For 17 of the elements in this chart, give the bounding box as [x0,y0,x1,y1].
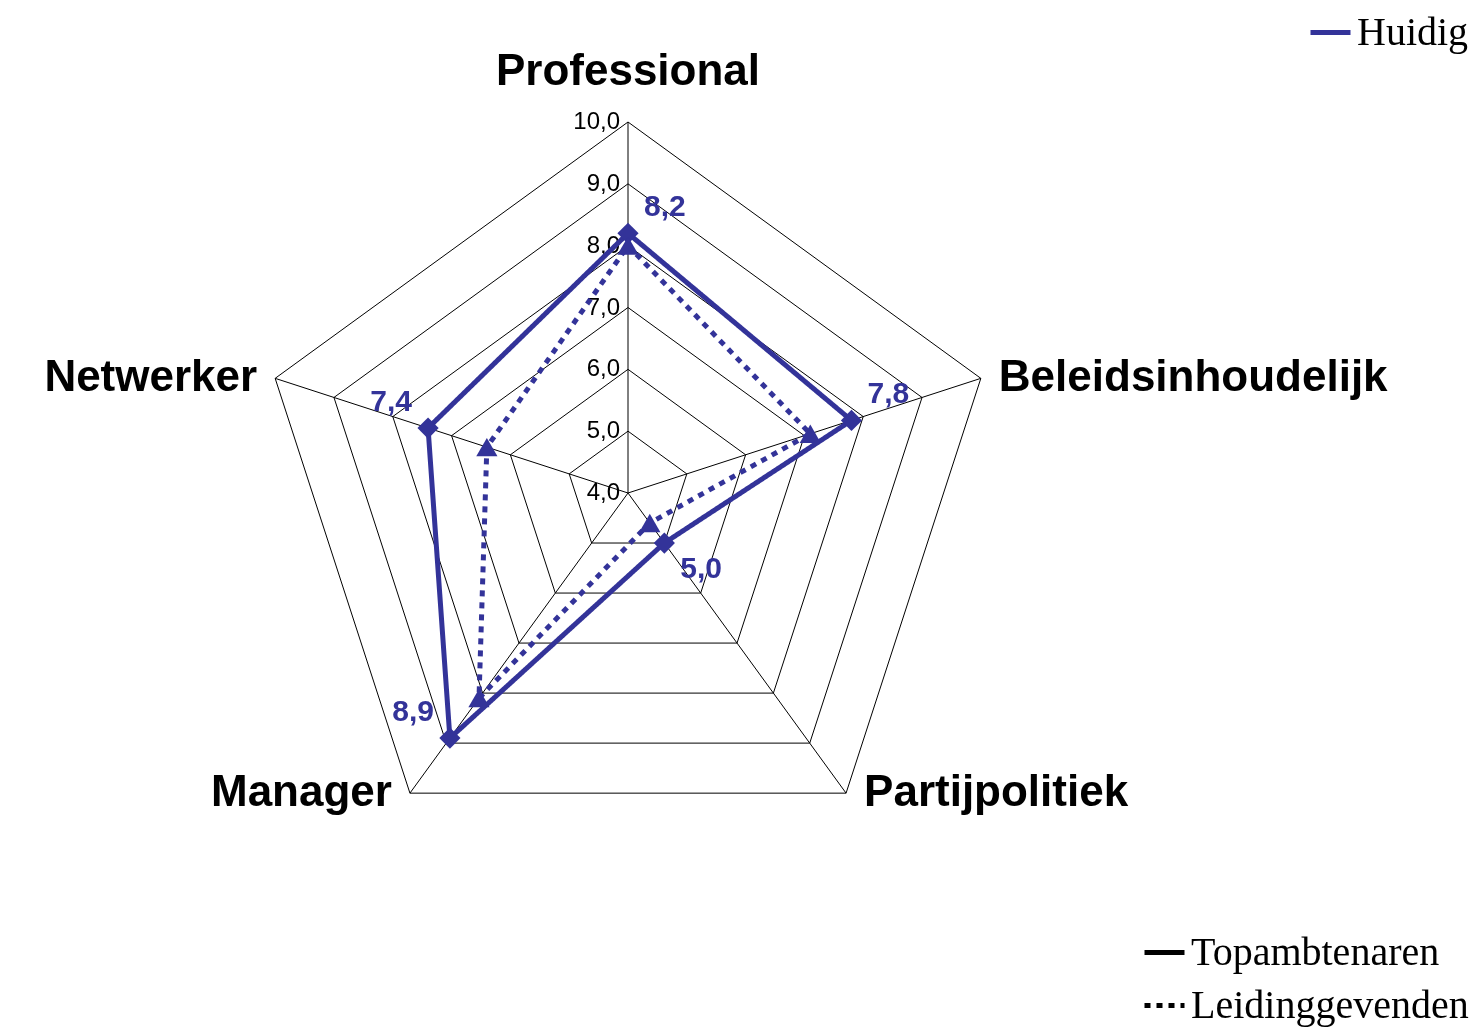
data-label: 7,4 [370,384,413,418]
text: Topambtenaren [1191,928,1440,974]
spoke-label: Netwerker [44,351,258,401]
legend-title: Huidig [1357,8,1469,54]
y-tick-label: 9,0 [586,168,620,196]
spoke-label: Partijpolitiek [864,766,1129,816]
spoke-label: Professional [495,45,761,94]
y-tick-label: 6,0 [586,354,620,382]
spoke-label: Beleidsinhoudelijk [998,351,1389,401]
y-tick-label: 4,0 [586,478,620,505]
y-tick-label: 10,0 [573,107,620,134]
y-tick-label: 7,0 [586,292,620,320]
data-label: 7,8 [867,376,910,410]
y-tick-label: 5,0 [586,416,620,444]
spoke-label: Manager [210,766,392,816]
data-label: 8,9 [392,694,434,728]
text: Leidinggevenden [1191,981,1469,1027]
